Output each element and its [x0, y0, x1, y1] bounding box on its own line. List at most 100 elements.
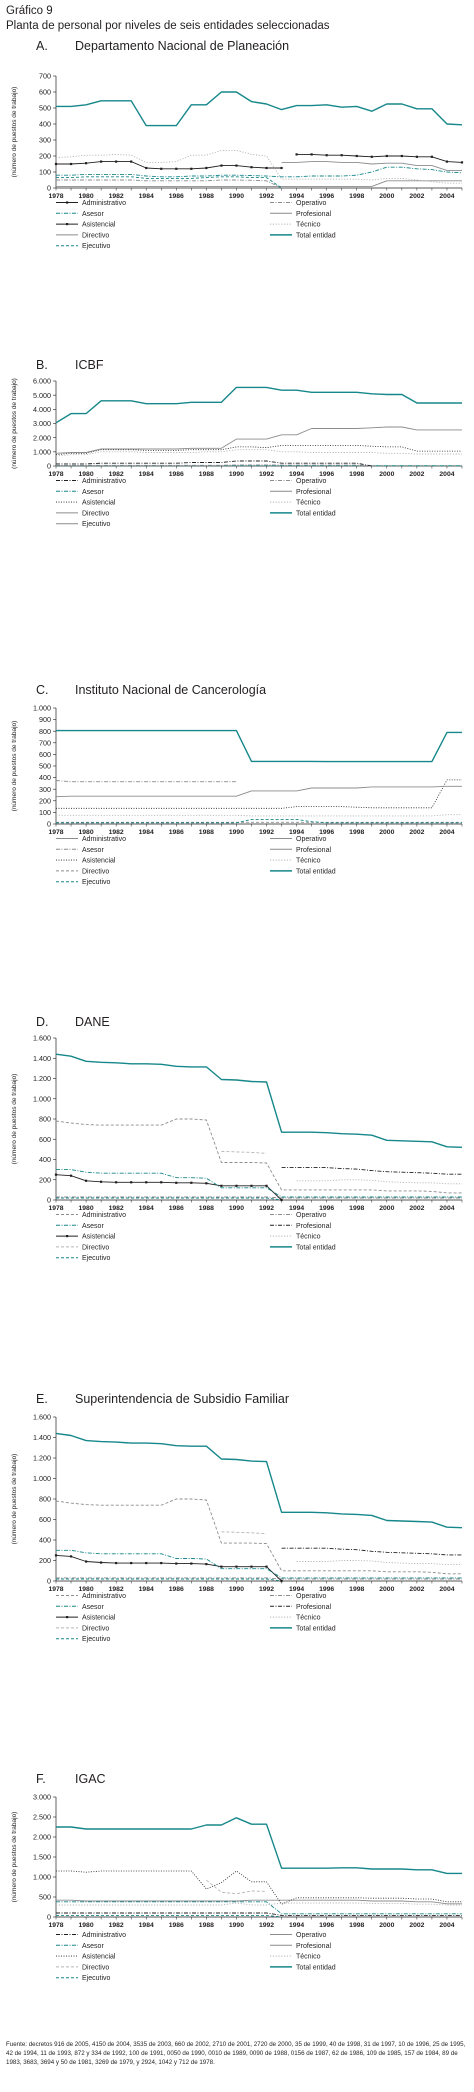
series-line [55, 1432, 463, 1529]
figure-label: Gráfico 9 [6, 5, 53, 17]
legend-label: Asesor [82, 1943, 104, 1950]
x-tick-label: 2004 [439, 1586, 454, 1593]
y-tick-label: 400 [39, 1536, 51, 1545]
series-point [280, 1579, 283, 1583]
series-line [221, 1150, 267, 1154]
x-tick-label: 1980 [79, 193, 94, 200]
series-point [160, 167, 163, 170]
chart-letter: A. [36, 39, 48, 53]
y-tick-label: 2.500 [33, 1813, 51, 1822]
series-point [175, 167, 178, 170]
y-tick-label: 400 [39, 1155, 51, 1164]
series-point [54, 1173, 58, 1176]
x-tick-label: 1994 [289, 829, 304, 836]
x-tick-label: 1978 [48, 1586, 63, 1593]
x-tick-label: 2002 [409, 471, 424, 478]
x-tick-label: 1994 [289, 1205, 304, 1212]
legend-label: Total entidad [296, 1244, 336, 1251]
series-line [55, 426, 462, 454]
legend-label: Técnico [296, 1954, 321, 1961]
series-line [55, 780, 237, 783]
x-tick-label: 2002 [409, 1586, 424, 1593]
y-tick-label: 700 [39, 738, 51, 747]
y-tick-label: 600 [39, 88, 51, 97]
legend-label: Asesor [82, 1223, 104, 1230]
x-tick-label: 2002 [409, 829, 424, 836]
series-line [296, 153, 463, 163]
x-tick-label: 1980 [79, 1586, 94, 1593]
series-line [55, 1554, 282, 1582]
y-tick-label: 1.000 [33, 1873, 51, 1882]
y-tick-label: 0 [47, 184, 51, 193]
legend-label: Administrativo [82, 836, 126, 843]
series-point [115, 1561, 118, 1565]
series-line [221, 1531, 267, 1535]
series-line [296, 1560, 462, 1566]
legend-label: Asistencial [82, 1234, 116, 1241]
series-line [55, 386, 462, 424]
series-line [56, 460, 372, 467]
y-tick-label: 700 [39, 72, 51, 81]
series-line [55, 149, 462, 184]
chart-letter: B. [36, 358, 48, 372]
series-point [130, 1561, 133, 1565]
x-tick-label: 1984 [139, 1922, 154, 1929]
y-tick-label: 1.600 [33, 1034, 51, 1043]
y-tick-label: 200 [39, 1175, 51, 1184]
y-tick-label: 400 [39, 120, 51, 129]
legend-label: Asistencial [82, 1954, 116, 1961]
series-point [250, 1565, 253, 1568]
series-point [220, 164, 223, 167]
chart-title: ICBF [75, 358, 104, 372]
x-tick-label: 1996 [319, 471, 334, 478]
series-line [56, 91, 463, 127]
x-tick-label: 2000 [379, 471, 394, 478]
chart-letter: F. [36, 1772, 46, 1786]
series-point [280, 1198, 283, 1202]
x-tick-label: 1982 [109, 193, 124, 200]
legend-label: Operativo [296, 200, 326, 207]
x-tick-label: 1986 [169, 1922, 184, 1929]
series-point [84, 1179, 88, 1182]
series-point [115, 1181, 118, 1184]
series-point [280, 166, 283, 170]
series-point [190, 1181, 193, 1184]
series-line [55, 449, 462, 457]
series-point [130, 160, 133, 163]
x-tick-label: 1992 [259, 1586, 274, 1593]
chart-title: Departamento Nacional de Planeación [75, 39, 289, 53]
series-point [265, 1565, 268, 1568]
series-point [69, 1174, 73, 1177]
legend-label: Administrativo [82, 1593, 126, 1600]
series-point [54, 162, 58, 166]
legend-label: Ejecutivo [82, 243, 111, 250]
y-tick-label: 1.000 [33, 704, 51, 713]
y-tick-label: 600 [39, 750, 51, 759]
series-point [175, 1181, 178, 1184]
series-line [296, 1179, 462, 1185]
x-tick-label: 1982 [109, 471, 124, 478]
series-line [206, 1879, 267, 1895]
series-line [56, 166, 463, 178]
legend-label: Administrativo [82, 1932, 126, 1939]
y-tick-label: 0 [47, 1196, 51, 1205]
series-point [250, 1184, 253, 1187]
y-tick-label: 4.000 [33, 405, 51, 414]
y-tick-label: 800 [39, 727, 51, 736]
series-point [430, 155, 434, 158]
series-point [54, 1554, 58, 1557]
legend-label: Directivo [82, 1625, 109, 1632]
series-point [340, 154, 343, 157]
chart-panel: D. DANE (número de puestos de trabajo) 0 200… [11, 1015, 463, 1262]
legend-label: Directivo [82, 1964, 109, 1971]
series-line [56, 1197, 282, 1201]
legend-label: Profesional [296, 1943, 331, 1950]
chart-panel: E. Superintendencia de Subsidio Familiar (… [11, 1392, 463, 1643]
series-point [190, 1562, 193, 1565]
x-tick-label: 1984 [139, 1586, 154, 1593]
legend-label: Técnico [296, 858, 321, 865]
y-tick-label: 600 [39, 1515, 51, 1524]
series-point [145, 1561, 148, 1565]
y-tick-label: 600 [39, 1135, 51, 1144]
series-point [235, 1565, 238, 1568]
